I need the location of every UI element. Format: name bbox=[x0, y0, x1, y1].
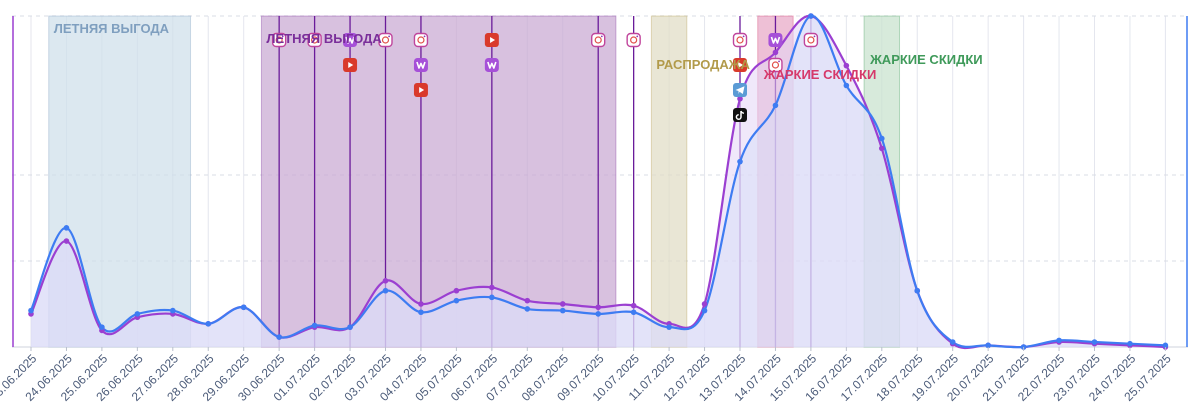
event-icons bbox=[271, 32, 819, 122]
data-point[interactable] bbox=[701, 307, 708, 314]
youtube-icon[interactable] bbox=[484, 33, 499, 47]
data-point[interactable] bbox=[630, 309, 637, 316]
wildberries-icon[interactable] bbox=[343, 33, 358, 47]
instagram-icon[interactable] bbox=[307, 32, 322, 48]
data-point[interactable] bbox=[808, 13, 814, 19]
data-point[interactable] bbox=[737, 158, 743, 165]
wildberries-icon[interactable] bbox=[768, 33, 783, 47]
data-point[interactable] bbox=[524, 306, 531, 312]
series-area bbox=[31, 15, 1166, 348]
promo-labels: ЛЕТНЯЯ ВЫГОДА ЛЕТНЯЯ ВЫГОДА РАСПРОДАЖА ЖАРК… bbox=[54, 21, 983, 82]
data-point[interactable] bbox=[737, 95, 743, 102]
data-point[interactable] bbox=[240, 304, 247, 311]
data-point[interactable] bbox=[418, 301, 424, 307]
data-point[interactable] bbox=[276, 334, 282, 340]
data-point[interactable] bbox=[843, 82, 850, 89]
data-point[interactable] bbox=[772, 102, 779, 109]
data-point[interactable] bbox=[489, 284, 495, 291]
promo-period-band bbox=[650, 15, 688, 348]
data-point[interactable] bbox=[1162, 342, 1169, 349]
data-point[interactable] bbox=[879, 135, 885, 142]
promo-period-band bbox=[260, 15, 617, 348]
data-point[interactable] bbox=[489, 294, 495, 301]
data-point[interactable] bbox=[99, 324, 105, 330]
data-point[interactable] bbox=[524, 297, 531, 304]
instagram-icon[interactable] bbox=[803, 32, 819, 48]
series-areas bbox=[31, 15, 1166, 349]
data-point[interactable] bbox=[134, 311, 141, 317]
data-point[interactable] bbox=[453, 287, 460, 294]
data-point[interactable] bbox=[311, 322, 318, 329]
promo-period-label: РАСПРОДАЖА bbox=[656, 57, 750, 72]
data-point[interactable] bbox=[914, 287, 921, 294]
x-axis: 23.06.202524.06.202525.06.202526.06.2025… bbox=[0, 347, 1174, 404]
data-point[interactable] bbox=[418, 309, 424, 316]
data-point[interactable] bbox=[843, 62, 850, 69]
data-point[interactable] bbox=[666, 324, 672, 330]
data-point[interactable] bbox=[772, 49, 779, 56]
promo-period-label: ЛЕТНЯЯ ВЫГОДА bbox=[54, 21, 170, 36]
data-point[interactable] bbox=[453, 297, 460, 304]
data-point[interactable] bbox=[63, 238, 70, 244]
promo-period-label: ЛЕТНЯЯ ВЫГОДА bbox=[266, 31, 382, 46]
instagram-icon[interactable] bbox=[732, 32, 748, 48]
data-point[interactable] bbox=[382, 278, 389, 284]
data-point[interactable] bbox=[382, 287, 389, 294]
data-point[interactable] bbox=[949, 339, 956, 345]
youtube-icon[interactable] bbox=[413, 83, 428, 97]
promo-period-label: ЖАРКИЕ СКИДКИ bbox=[763, 67, 877, 82]
data-point[interactable] bbox=[630, 302, 637, 309]
promo-period-label: ЖАРКИЕ СКИДКИ bbox=[869, 52, 983, 67]
data-point[interactable] bbox=[205, 321, 212, 327]
wildberries-icon[interactable] bbox=[413, 58, 428, 72]
data-point[interactable] bbox=[1091, 339, 1098, 345]
data-point[interactable] bbox=[1056, 337, 1062, 344]
instagram-icon[interactable] bbox=[271, 32, 287, 48]
instagram-icon[interactable] bbox=[591, 32, 606, 48]
tiktok-icon[interactable] bbox=[733, 108, 747, 122]
data-point[interactable] bbox=[347, 324, 353, 330]
wildberries-icon[interactable] bbox=[484, 58, 499, 72]
data-point[interactable] bbox=[170, 307, 176, 314]
instagram-icon[interactable] bbox=[626, 32, 641, 48]
data-point[interactable] bbox=[595, 311, 601, 317]
data-point[interactable] bbox=[559, 301, 566, 307]
series-points bbox=[28, 13, 1169, 350]
instagram-icon[interactable] bbox=[768, 57, 783, 73]
instagram-icon[interactable] bbox=[413, 32, 429, 48]
data-point[interactable] bbox=[595, 304, 601, 311]
data-point[interactable] bbox=[701, 301, 708, 307]
promo-periods bbox=[48, 15, 901, 348]
data-point[interactable] bbox=[63, 225, 70, 231]
telegram-icon[interactable] bbox=[733, 83, 747, 97]
data-point[interactable] bbox=[985, 342, 991, 349]
data-point[interactable] bbox=[1127, 340, 1133, 347]
youtube-icon[interactable] bbox=[343, 58, 358, 72]
youtube-icon[interactable] bbox=[733, 58, 747, 72]
data-point[interactable] bbox=[28, 307, 34, 314]
data-point[interactable] bbox=[879, 145, 885, 152]
data-point[interactable] bbox=[559, 307, 566, 314]
instagram-icon[interactable] bbox=[378, 32, 393, 48]
